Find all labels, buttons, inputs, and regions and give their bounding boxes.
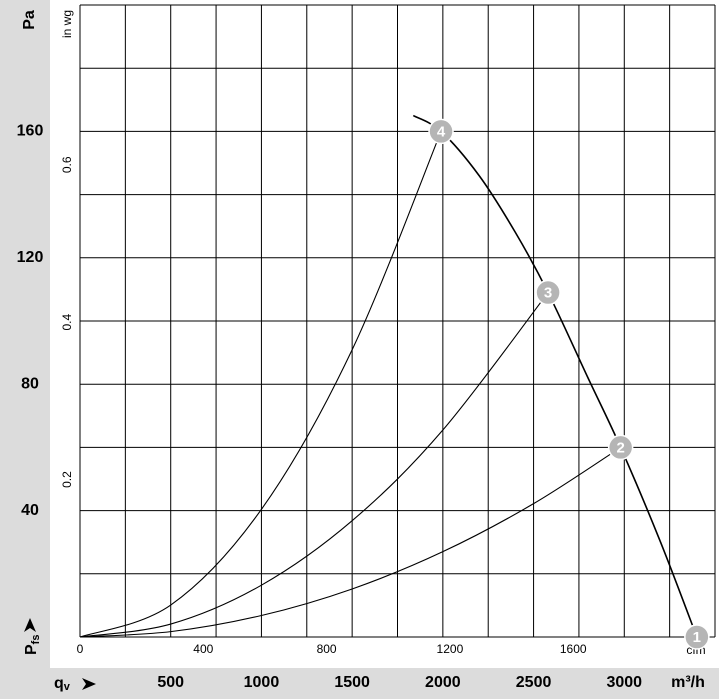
point-label: 2 [616, 439, 624, 456]
point-label: 3 [544, 285, 552, 302]
x2-tick-label: 0 [77, 642, 84, 656]
x-unit: m³/h [671, 674, 705, 691]
point-label: 1 [693, 629, 701, 646]
curve [79, 446, 621, 638]
x2-tick-label: 1600 [560, 642, 587, 656]
operating-point [535, 279, 561, 306]
x-tick-label: 500 [157, 674, 184, 691]
y2-tick-label: 0.6 [60, 156, 74, 173]
x-tick-label: 1500 [334, 674, 370, 691]
x2-tick-label: 400 [193, 642, 213, 656]
y-tick-label: 80 [21, 375, 39, 392]
operating-point [428, 118, 454, 145]
y-label-main: P [23, 644, 40, 655]
y-tick-label: 160 [17, 123, 44, 140]
y-tick-label: 120 [17, 249, 44, 266]
y-label: Pa [21, 10, 38, 30]
x-tick-label: 2000 [425, 674, 461, 691]
operating-point [684, 624, 710, 650]
x-label-sub: v [64, 681, 71, 693]
operating-point [607, 434, 634, 461]
x-tick-label: 3000 [606, 674, 642, 691]
y2-tick-label: 0.4 [60, 314, 74, 331]
x-label: qv [54, 675, 71, 693]
y2-tick-label: 0.2 [60, 471, 74, 488]
curve [79, 292, 549, 638]
left-band [0, 0, 50, 699]
x-tick-label: 1000 [244, 674, 280, 691]
y-tick-label: 40 [21, 502, 39, 519]
x2-tick-label: 800 [317, 642, 337, 656]
x-label-main: q [54, 675, 64, 692]
bottom-band [0, 668, 719, 699]
y-label-sub: fs [30, 635, 42, 645]
x-tick-label: 2500 [516, 674, 552, 691]
x-arrow [82, 678, 96, 690]
x2-tick-label: 1200 [437, 642, 464, 656]
curve [79, 131, 442, 638]
y2-label: in wg [60, 10, 74, 38]
point-label: 4 [437, 123, 446, 140]
y-label-bottom: Pfs [23, 635, 42, 655]
y-arrow [24, 618, 36, 632]
curve [412, 114, 698, 638]
